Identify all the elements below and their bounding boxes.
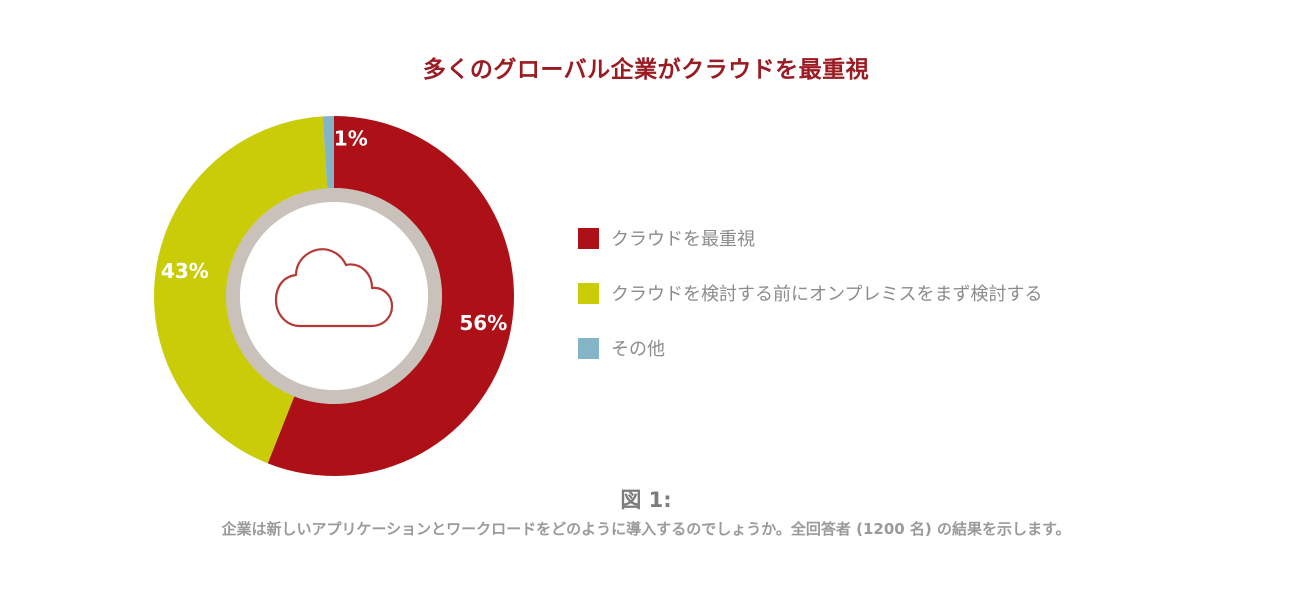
slice-labels: 56% 43% 1% [161, 126, 507, 335]
legend-label: その他 [611, 339, 665, 360]
chart-title: 多くのグローバル企業がクラウドを最重視 [422, 57, 870, 83]
slice-2 [153, 116, 328, 464]
inner-ring [226, 188, 442, 404]
cloud-icon [274, 248, 394, 328]
legend: クラウドを最重視 クラウドを検討する前にオンプレミスをまず検討する その他 [578, 226, 1042, 391]
legend-label: クラウドを最重視 [611, 229, 755, 250]
legend-item-other: その他 [578, 336, 1042, 360]
legend-swatch [578, 282, 599, 304]
legend-label: クラウドを検討する前にオンプレミスをまず検討する [611, 284, 1043, 305]
legend-item-cloud-first: クラウドを最重視 [578, 226, 1042, 250]
donut-hole [240, 202, 428, 390]
slice-3 [322, 116, 334, 189]
legend-item-on-premises-first: クラウドを検討する前にオンプレミスをまず検討する [578, 281, 1042, 305]
slice-1 [267, 116, 514, 476]
legend-swatch [578, 227, 599, 249]
slice-label-1: 56% [459, 311, 507, 335]
figure-caption: 企業は新しいアプリケーションとワークロードをどのように導入するのでしょうか。全回… [221, 520, 1071, 538]
figure-label: 図 1: [620, 488, 672, 512]
slice-label-3: 1% [334, 126, 368, 150]
slice-label-2: 43% [161, 259, 209, 283]
legend-swatch [578, 337, 599, 359]
donut-slices [153, 116, 514, 476]
